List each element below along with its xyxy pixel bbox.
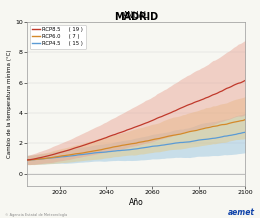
Text: © Agencia Estatal de Meteorología: © Agencia Estatal de Meteorología [5,213,67,217]
Legend: RCP8.5     ( 19 ), RCP6.0     ( 7 ), RCP4.5     ( 15 ): RCP8.5 ( 19 ), RCP6.0 ( 7 ), RCP4.5 ( 15… [30,25,86,49]
X-axis label: Año: Año [129,198,144,207]
Text: ANUAL: ANUAL [123,11,149,20]
Text: aemet: aemet [228,208,255,217]
Title: MADRID: MADRID [114,12,158,22]
Y-axis label: Cambio de la temperatura mínima (°C): Cambio de la temperatura mínima (°C) [7,50,12,158]
